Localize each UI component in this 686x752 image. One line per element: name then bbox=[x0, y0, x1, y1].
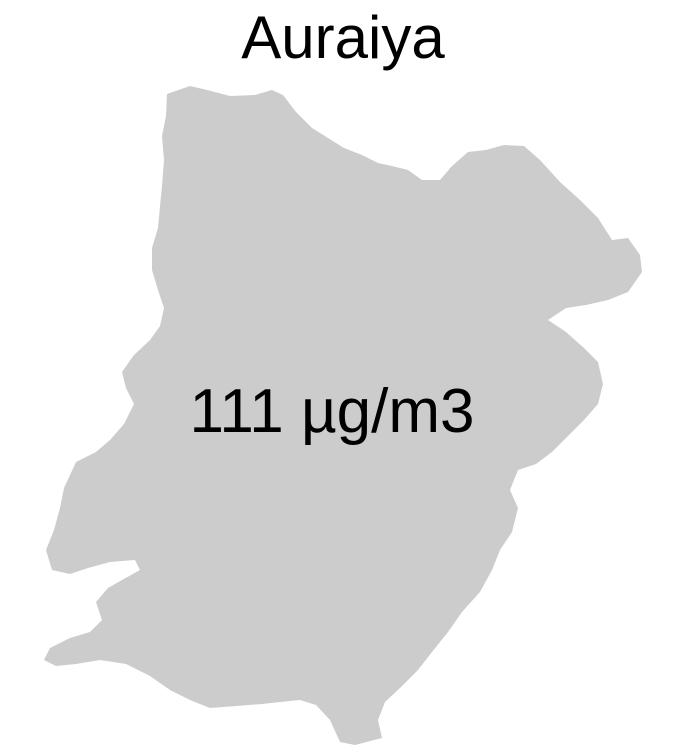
map-title: Auraiya bbox=[241, 4, 445, 71]
district-region-auraiya bbox=[44, 86, 642, 745]
region-value-label: 111 µg/m3 bbox=[189, 377, 474, 446]
